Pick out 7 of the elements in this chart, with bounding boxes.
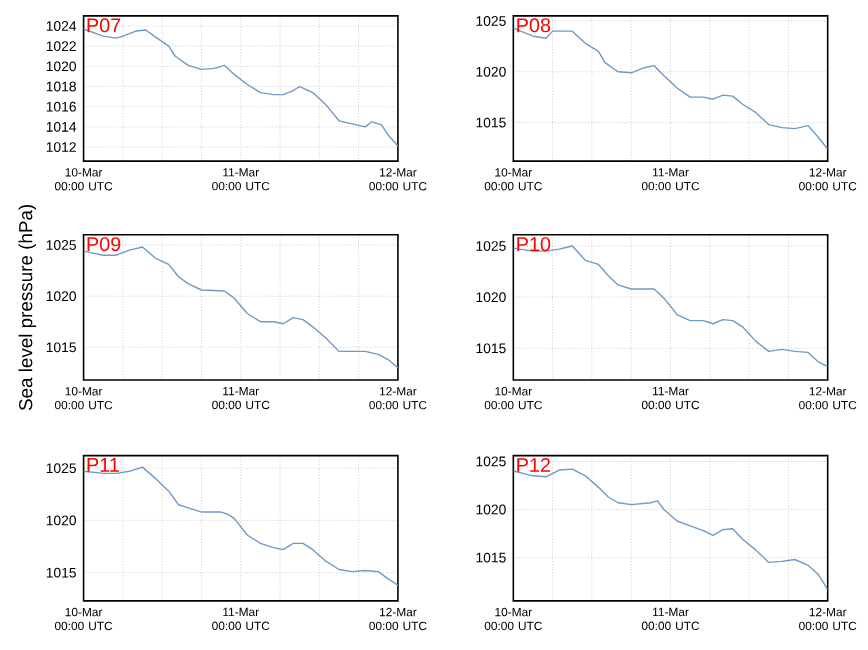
annotation: P10 — [517, 236, 551, 251]
annotation: P12 — [517, 457, 550, 472]
annotation: P08 — [517, 18, 551, 33]
annotation: P11 — [87, 457, 119, 472]
annotation: P07 — [87, 18, 121, 33]
y-axis-title: Sea level pressure (hPa) — [18, 204, 37, 410]
annotation: P09 — [87, 236, 121, 251]
